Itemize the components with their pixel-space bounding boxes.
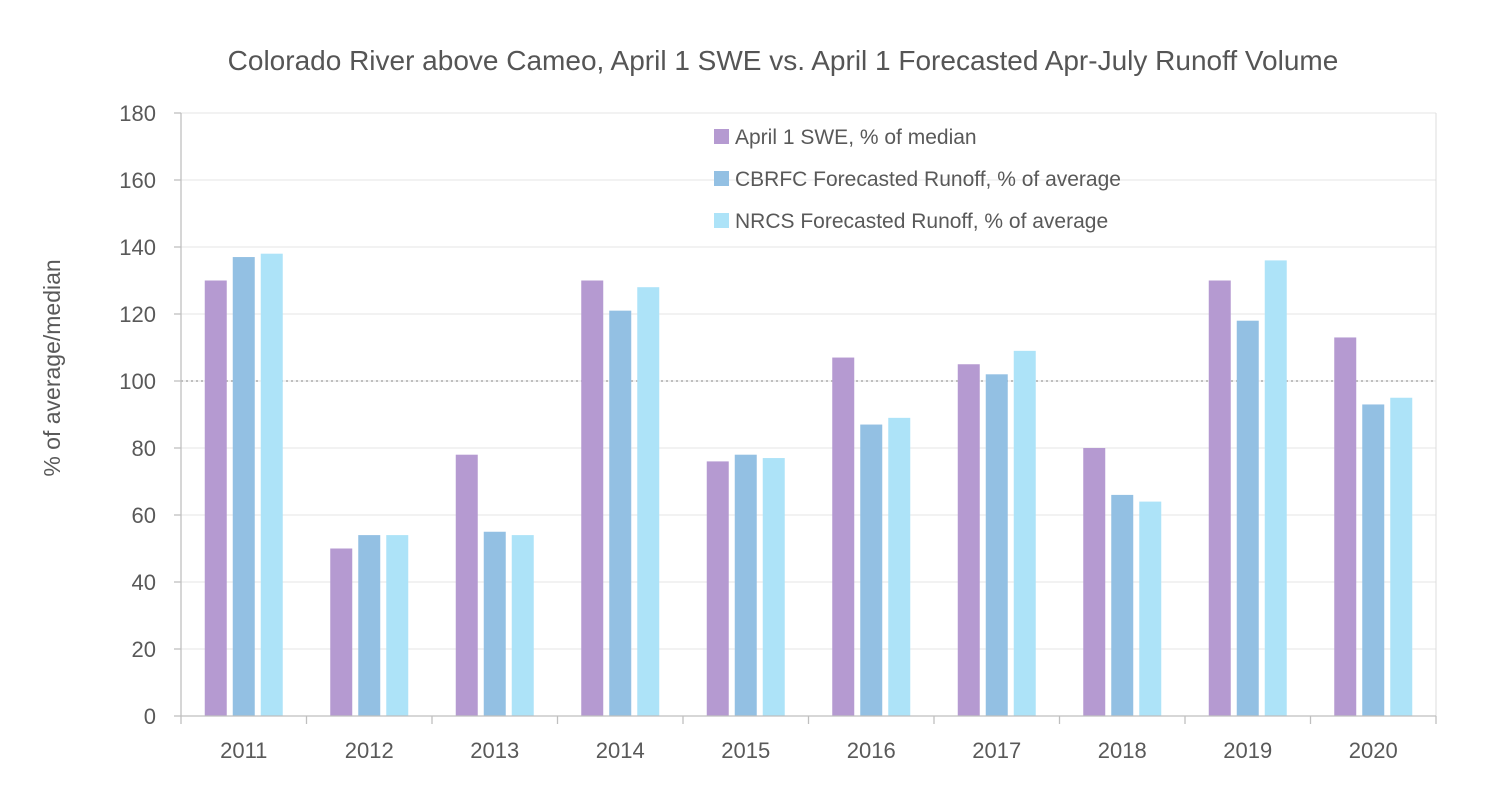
bar-2013-series-1 bbox=[455, 454, 478, 716]
x-tick-label: 2019 bbox=[1223, 738, 1272, 763]
legend-label-2: CBRFC Forecasted Runoff, % of average bbox=[735, 168, 1121, 191]
y-tick-label: 0 bbox=[144, 704, 156, 729]
bar-2017-series-2 bbox=[985, 374, 1008, 716]
bar-2014-series-3 bbox=[637, 287, 660, 716]
bar-2016-series-3 bbox=[888, 417, 911, 716]
bar-2013-series-2 bbox=[483, 531, 506, 716]
bars bbox=[204, 253, 1413, 716]
bar-2016-series-1 bbox=[832, 357, 855, 716]
x-tick-label: 2015 bbox=[721, 738, 770, 763]
bar-2018-series-3 bbox=[1139, 501, 1162, 716]
y-tick-label: 160 bbox=[119, 168, 156, 193]
bar-2020-series-3 bbox=[1390, 397, 1413, 716]
y-tick-label: 140 bbox=[119, 235, 156, 260]
bar-2011-series-1 bbox=[204, 280, 227, 716]
x-tick-label: 2013 bbox=[470, 738, 519, 763]
bar-2012-series-1 bbox=[330, 548, 353, 716]
legend-swatch-2 bbox=[714, 171, 729, 186]
bar-2014-series-1 bbox=[581, 280, 604, 716]
y-axis-label: % of average/median bbox=[39, 259, 65, 476]
legend-label-3: NRCS Forecasted Runoff, % of average bbox=[735, 210, 1108, 233]
bar-2014-series-2 bbox=[609, 310, 632, 716]
legend-swatch-3 bbox=[714, 213, 729, 228]
bar-2012-series-3 bbox=[386, 535, 409, 716]
y-tick-label: 100 bbox=[119, 369, 156, 394]
x-tick-label: 2011 bbox=[220, 738, 267, 763]
bar-2019-series-2 bbox=[1236, 320, 1259, 716]
y-tick-label: 180 bbox=[119, 101, 156, 126]
bar-2013-series-3 bbox=[511, 535, 534, 716]
bar-2018-series-1 bbox=[1083, 448, 1106, 716]
y-tick-label: 80 bbox=[132, 436, 156, 461]
bar-2018-series-2 bbox=[1111, 494, 1134, 716]
x-tick-label: 2012 bbox=[345, 738, 394, 763]
y-tick-label: 120 bbox=[119, 302, 156, 327]
legend-label-1: April 1 SWE, % of median bbox=[735, 126, 977, 149]
bar-2016-series-2 bbox=[860, 424, 883, 716]
x-tick-label: 2020 bbox=[1349, 738, 1398, 763]
y-tick-label: 20 bbox=[132, 637, 156, 662]
y-tick-label: 40 bbox=[132, 570, 156, 595]
bar-2019-series-3 bbox=[1264, 260, 1287, 716]
x-tick-label: 2014 bbox=[596, 738, 645, 763]
bar-2011-series-3 bbox=[260, 253, 283, 716]
legend-swatch-1 bbox=[714, 129, 729, 144]
legend: April 1 SWE, % of median CBRFC Forecasted… bbox=[714, 126, 1121, 233]
bar-2020-series-2 bbox=[1362, 404, 1385, 716]
axes: 0 20 40 60 80 100 120 140 160 180 2011 2012 2013 2014… bbox=[119, 101, 1437, 763]
bar-2015-series-2 bbox=[734, 454, 757, 716]
y-tick-label: 60 bbox=[132, 503, 156, 528]
chart-title: Colorado River above Cameo, April 1 SWE … bbox=[228, 45, 1339, 76]
bar-2017-series-3 bbox=[1013, 350, 1036, 716]
x-tick-label: 2017 bbox=[972, 738, 1021, 763]
bar-2015-series-1 bbox=[706, 461, 729, 716]
x-tick-label: 2016 bbox=[847, 738, 896, 763]
bar-2011-series-2 bbox=[232, 257, 255, 716]
bar-2020-series-1 bbox=[1334, 337, 1357, 716]
x-tick-label: 2018 bbox=[1098, 738, 1147, 763]
bar-2015-series-3 bbox=[762, 458, 785, 716]
bar-2017-series-1 bbox=[957, 364, 980, 716]
bar-2019-series-1 bbox=[1208, 280, 1231, 716]
bar-2012-series-2 bbox=[358, 535, 381, 716]
